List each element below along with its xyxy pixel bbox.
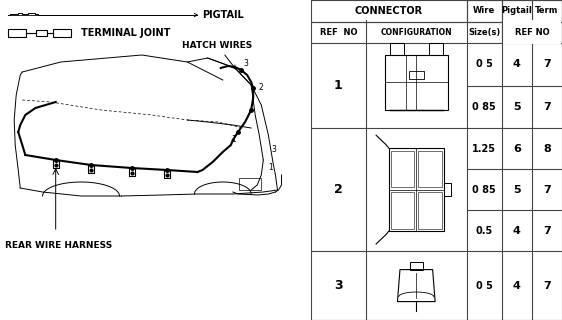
- Bar: [312, 1, 465, 20]
- Text: Wire: Wire: [473, 6, 495, 15]
- Text: 4: 4: [513, 60, 521, 69]
- Bar: [444, 183, 451, 196]
- Text: 5: 5: [513, 102, 520, 112]
- Text: 3: 3: [243, 60, 248, 68]
- Bar: [239, 178, 261, 190]
- Text: 8: 8: [543, 144, 551, 154]
- Text: 5: 5: [513, 185, 520, 195]
- Bar: [390, 43, 404, 55]
- Bar: [503, 20, 561, 44]
- Text: 1: 1: [231, 135, 235, 145]
- Text: 3: 3: [334, 279, 343, 292]
- Bar: [418, 151, 442, 187]
- Text: 7: 7: [543, 226, 551, 236]
- Bar: [391, 151, 414, 187]
- Bar: [385, 55, 448, 109]
- Text: REF  NO: REF NO: [320, 28, 357, 37]
- Text: CONFIGURATION: CONFIGURATION: [380, 28, 452, 37]
- Bar: [409, 71, 424, 79]
- Text: 4: 4: [513, 226, 521, 236]
- Text: PIGTAIL: PIGTAIL: [202, 10, 244, 20]
- Bar: [418, 192, 442, 228]
- Text: 6: 6: [513, 144, 521, 154]
- Text: 3: 3: [271, 146, 277, 155]
- Bar: [429, 43, 443, 55]
- Bar: [391, 192, 414, 228]
- Bar: [410, 262, 423, 269]
- Text: 7: 7: [543, 185, 551, 195]
- Bar: [8, 29, 26, 37]
- Text: 0 85: 0 85: [472, 185, 496, 195]
- Text: 0 5: 0 5: [475, 60, 492, 69]
- Text: 2: 2: [334, 183, 343, 196]
- Text: 1: 1: [269, 164, 273, 172]
- Text: 4: 4: [513, 281, 521, 291]
- Text: REF NO: REF NO: [515, 28, 549, 37]
- Text: TERMINAL JOINT: TERMINAL JOINT: [81, 28, 170, 38]
- Text: 7: 7: [543, 60, 551, 69]
- Text: Pigtail: Pigtail: [501, 6, 532, 15]
- Text: 0 85: 0 85: [472, 102, 496, 112]
- Text: REAR WIRE HARNESS: REAR WIRE HARNESS: [5, 241, 112, 250]
- Text: 7: 7: [543, 102, 551, 112]
- Text: Term: Term: [535, 6, 559, 15]
- Bar: [389, 148, 444, 231]
- Text: CONNECTOR: CONNECTOR: [355, 6, 423, 16]
- Text: 1.25: 1.25: [472, 144, 496, 154]
- Bar: [37, 30, 47, 36]
- Text: 1: 1: [334, 79, 343, 92]
- Text: Size(s): Size(s): [468, 28, 500, 37]
- Bar: [53, 29, 71, 37]
- Text: 0.5: 0.5: [475, 226, 493, 236]
- Text: HATCH WIRES: HATCH WIRES: [182, 41, 252, 69]
- Text: 7: 7: [543, 281, 551, 291]
- Text: 2: 2: [258, 84, 263, 92]
- Text: 0 5: 0 5: [475, 281, 492, 291]
